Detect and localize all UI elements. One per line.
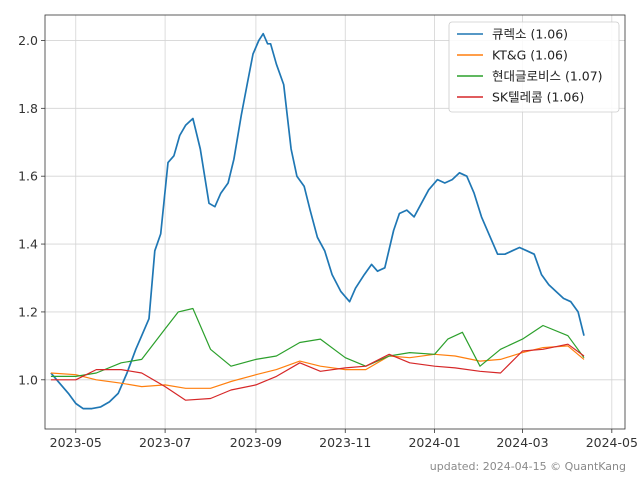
x-tick-label: 2024-05 [586,435,638,450]
legend: 큐렉소 (1.06) KT&G (1.06) 현대글로비스 (1.07) SK텔레콤 … [448,21,620,113]
series-line-2 [50,307,585,377]
y-tick-label: 1.0 [18,372,38,387]
footer-note: updated: 2024-04-15 © QuantKang [429,460,626,473]
y-axis: 1.0 1.2 1.4 1.6 1.8 2.0 [18,33,45,387]
y-tick-label: 1.4 [18,237,38,252]
y-tick-label: 1.6 [18,169,38,184]
legend-label-2: 현대글로비스 (1.07) [492,69,603,84]
legend-label-3: SK텔레콤 (1.06) [492,90,584,105]
x-tick-label: 2023-11 [319,435,371,450]
series-line-0 [50,32,585,410]
x-tick-label: 2023-09 [230,435,282,450]
y-tick-label: 1.2 [18,304,38,319]
legend-label-0: 큐렉소 (1.06) [492,27,568,42]
series-line-3 [50,343,585,401]
series-layer [50,32,585,410]
legend-box [448,21,620,113]
y-tick-label: 1.8 [18,101,38,116]
plot-frame [44,14,626,430]
x-tick-label: 2023-07 [139,435,191,450]
x-tick-label: 2024-03 [496,435,548,450]
legend-label-1: KT&G (1.06) [492,48,568,63]
series-line-1 [50,345,585,389]
y-tick-label: 2.0 [18,33,38,48]
x-axis: 2023-05 2023-07 2023-09 2023-11 2024-01 2024-… [50,429,638,450]
x-tick-label: 2023-05 [50,435,102,450]
x-tick-label: 2024-01 [408,435,460,450]
